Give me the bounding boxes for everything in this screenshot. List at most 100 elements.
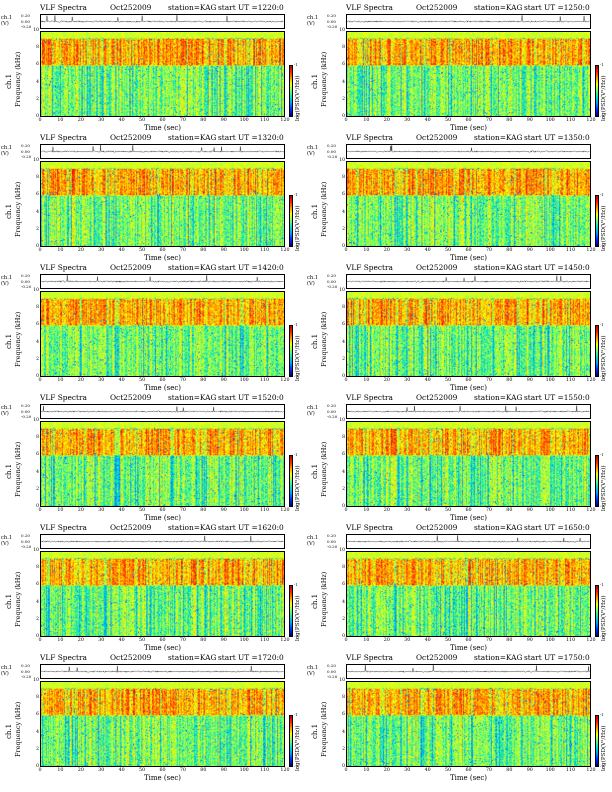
x-tick-label: 90 [526, 378, 533, 383]
y-axis-title: Frequency (kHz) [14, 701, 22, 757]
panel-title: VLF Spectra [346, 263, 393, 272]
colorbar [289, 195, 293, 247]
x-tick-label: 80 [200, 378, 207, 383]
x-tick-label: 60 [465, 248, 472, 253]
x-tick-label: 90 [220, 638, 227, 643]
y-tick-label: 2 [342, 486, 345, 492]
colorbar [595, 65, 599, 117]
x-tick-label: 30 [98, 378, 105, 383]
spectrogram-image [41, 682, 284, 766]
x-tick-label: 120 [280, 638, 290, 643]
x-tick-label: 30 [404, 508, 411, 513]
colorbar-tick: -1 [600, 452, 604, 457]
colorbar-tick: -7 [294, 504, 298, 509]
colorbar-label: log(PSD(V²/Hz)) [295, 715, 305, 771]
x-tick-label: 70 [179, 768, 186, 773]
waveform-tick: 0.20 [21, 663, 30, 668]
y-tick-label: 8 [342, 565, 345, 571]
y-axis-channel: ch.1 [5, 73, 13, 89]
x-tick-label: 110 [566, 768, 576, 773]
y-tick-label: 0 [36, 244, 39, 249]
y-tick-label: 0 [342, 374, 345, 379]
waveform-tick: 0.00 [327, 538, 336, 544]
colorbar-tick: -7 [294, 634, 298, 639]
panel-title: VLF Spectra [40, 523, 87, 532]
panel-date: Oct252009 [416, 653, 458, 662]
y-tick-label: 8 [36, 565, 39, 571]
waveform-tick: -0.20 [21, 414, 32, 419]
y-axis-title: Frequency (kHz) [320, 311, 328, 367]
x-tick-label: 80 [200, 768, 207, 773]
colorbar-tick: -7 [600, 634, 604, 639]
x-tick-label: 60 [159, 118, 166, 123]
panel-start-time: start UT =1220:0 [218, 3, 284, 12]
x-tick-label: 70 [485, 248, 492, 253]
spectrogram [346, 421, 591, 507]
x-tick-label: 80 [506, 118, 513, 123]
x-tick-label: 50 [445, 638, 452, 643]
x-tick-label: 30 [98, 508, 105, 513]
spectrogram [346, 681, 591, 767]
x-tick-label: 50 [139, 638, 146, 643]
x-tick-label: 10 [363, 768, 370, 773]
colorbar-label: log(PSD(V²/Hz)) [295, 325, 305, 381]
panel-start-time: start UT =1320:0 [218, 133, 284, 142]
y-axis-label: ch.1 Frequency (kHz) [309, 559, 339, 629]
panel-station: station=KAG [168, 393, 217, 402]
y-axis-channel: ch.1 [311, 723, 319, 739]
y-tick-label: 0 [36, 374, 39, 379]
spectrogram [40, 421, 285, 507]
y-axis-channel: ch.1 [5, 723, 13, 739]
x-tick-label: 100 [545, 638, 555, 643]
x-tick-label: 120 [280, 118, 290, 123]
y-axis-channel: ch.1 [5, 463, 13, 479]
y-tick-label: 8 [36, 695, 39, 701]
panel-date: Oct252009 [110, 263, 152, 272]
x-tick-label: 20 [77, 508, 84, 513]
x-tick-label: 20 [77, 768, 84, 773]
y-tick-label: 10 [339, 418, 345, 423]
x-tick-label: 70 [179, 118, 186, 123]
x-tick-label: 40 [118, 378, 125, 383]
x-tick-label: 110 [260, 638, 270, 643]
panel-date: Oct252009 [110, 653, 152, 662]
x-tick-label: 80 [200, 118, 207, 123]
x-tick-label: 50 [445, 508, 452, 513]
colorbar-tick: -7 [600, 504, 604, 509]
ch-label: ch.1 (V) [1, 15, 13, 27]
x-tick-label: 30 [404, 378, 411, 383]
x-tick-label: 20 [383, 638, 390, 643]
y-tick-label: 4 [342, 729, 345, 735]
x-tick-label: 60 [465, 638, 472, 643]
y-tick-label: 8 [342, 45, 345, 51]
x-tick-label: 100 [545, 378, 555, 383]
colorbar [289, 585, 293, 637]
spectrogram-image [347, 552, 590, 636]
colorbar-tick: -7 [600, 374, 604, 379]
waveform-tick: 0.20 [21, 13, 30, 18]
x-tick-label: 110 [566, 248, 576, 253]
spectrogram-panel: VLF Spectra Oct252009 station=KAG start UT … [0, 263, 301, 393]
y-tick-label: 2 [36, 616, 39, 622]
ch-label: ch.1 (V) [307, 15, 319, 27]
y-axis-label: ch.1 Frequency (kHz) [3, 39, 33, 109]
y-tick-label: 6 [342, 62, 345, 68]
spectrogram [346, 291, 591, 377]
panel-title: VLF Spectra [40, 3, 87, 12]
x-tick-label: 0 [38, 508, 42, 513]
panel-title: VLF Spectra [40, 133, 87, 142]
y-tick-label: 4 [342, 209, 345, 215]
waveform-tick: 0.00 [21, 278, 30, 284]
x-tick-label: 50 [445, 378, 452, 383]
x-axis-label: Time (sec) [449, 514, 488, 522]
waveform-tick: -0.20 [327, 284, 338, 289]
x-tick-label: 40 [118, 768, 125, 773]
waveform-tick: 0.00 [21, 538, 30, 544]
panel-title: VLF Spectra [346, 133, 393, 142]
colorbar-tick: -1 [294, 192, 298, 197]
colorbar [595, 715, 599, 767]
colorbar-title: log(PSD(V²/Hz)) [295, 465, 301, 511]
waveform-tick: 0.20 [327, 13, 336, 18]
y-tick-label: 0 [342, 634, 345, 639]
panel-station: station=KAG [168, 3, 217, 12]
